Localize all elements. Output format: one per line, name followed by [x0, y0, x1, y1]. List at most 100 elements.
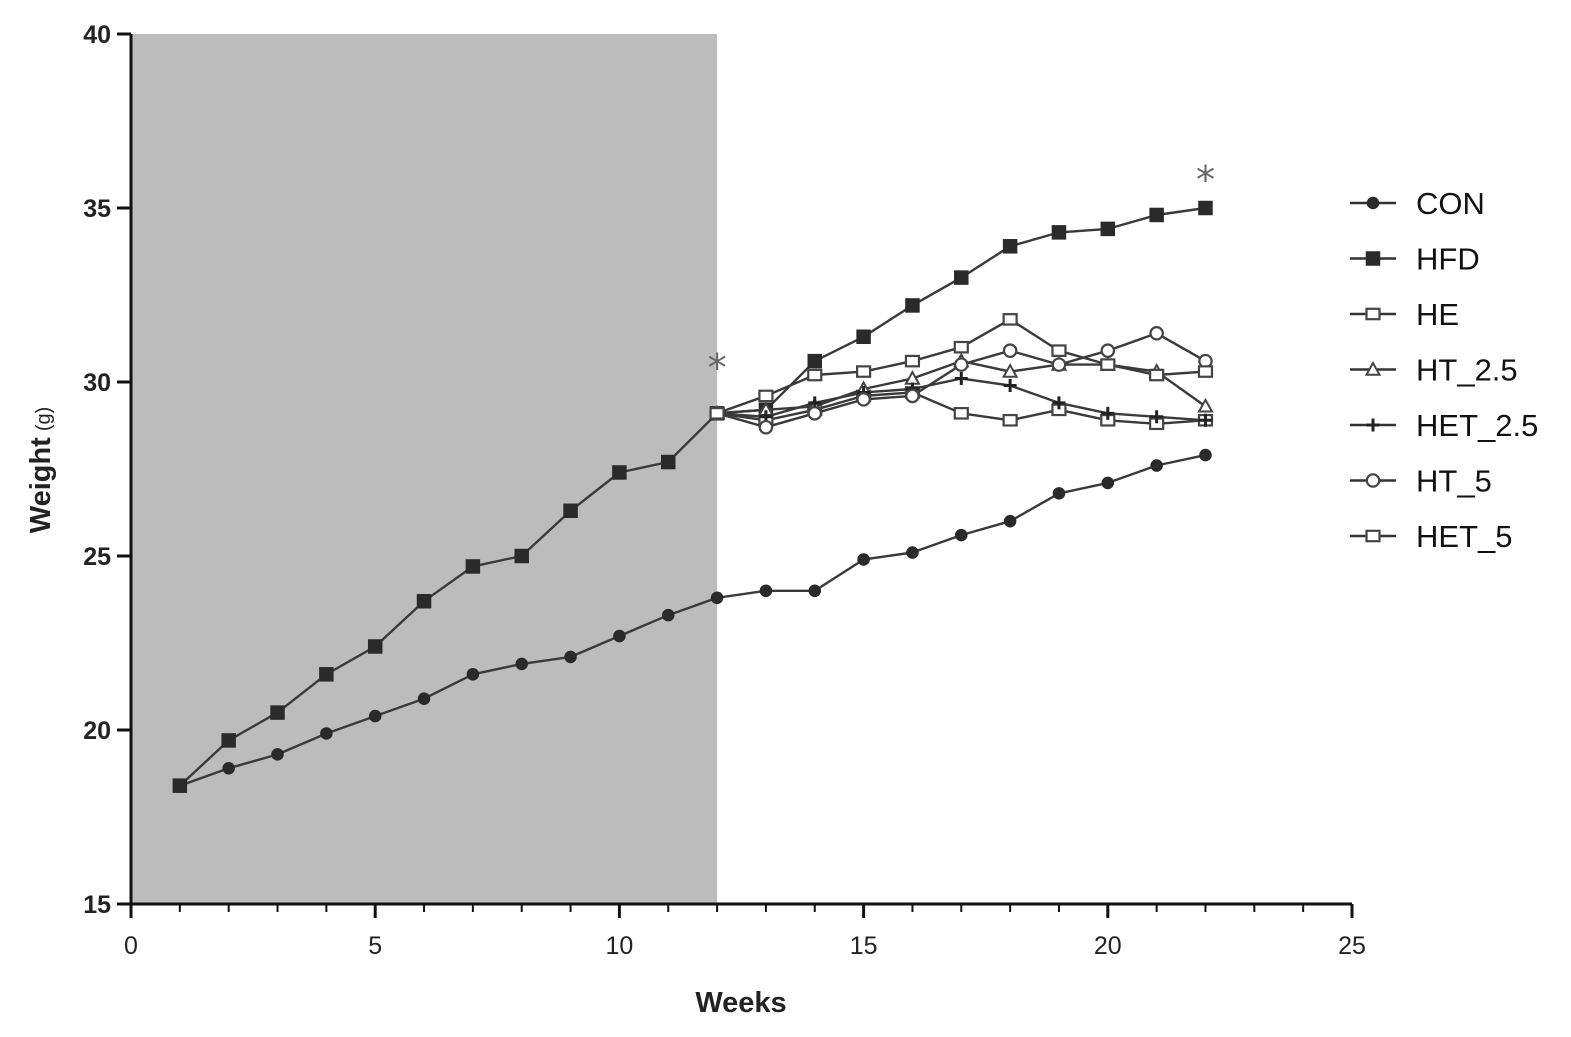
legend-label: CON — [1416, 186, 1485, 221]
data-point-hfd — [1198, 200, 1213, 216]
series-con — [173, 448, 1212, 792]
y-axis-title: Weight (g) — [25, 407, 57, 534]
legend-entry-ht-5: HT_5 — [1350, 464, 1492, 499]
data-point-con — [857, 553, 870, 566]
data-point-hfd — [221, 733, 236, 748]
data-point-hfd — [612, 465, 627, 480]
data-point-het-5 — [1051, 344, 1067, 357]
legend-entry-hfd: HFD — [1350, 242, 1480, 277]
data-point-hfd — [270, 705, 285, 720]
data-point-ht-5 — [905, 388, 920, 404]
x-axis-title: Weeks — [695, 987, 786, 1019]
axes: 0 5 10 15 20 25 15 20 25 30 35 40 — [83, 21, 1366, 960]
y-tick-label: 30 — [83, 369, 111, 397]
data-point-con — [417, 692, 431, 705]
data-point-ht-5 — [1051, 357, 1067, 372]
series-line-con — [179, 453, 1206, 787]
data-point-he — [953, 407, 969, 420]
legend-marker — [1365, 473, 1381, 488]
data-point-het-5 — [1100, 358, 1116, 371]
data-point-con — [808, 584, 822, 598]
legend-label: HE — [1416, 297, 1459, 332]
data-point-hfd — [856, 329, 871, 345]
data-point-ht-5 — [954, 357, 969, 372]
data-point-con — [1199, 448, 1212, 462]
plot-background — [131, 34, 718, 904]
y-axis-title-text: Weight — [25, 437, 57, 533]
x-tick-label: 10 — [605, 932, 633, 960]
data-point-het-2-5 — [1003, 378, 1017, 392]
data-point-hfd — [416, 593, 432, 609]
y-tick-label: 35 — [83, 195, 111, 223]
data-point-hfd — [1100, 221, 1116, 237]
x-tick-label: 5 — [368, 932, 382, 960]
data-point-hfd — [367, 639, 383, 654]
y-tick-label: 20 — [83, 717, 111, 745]
data-point-hfd — [514, 548, 529, 564]
data-point-het-5 — [904, 354, 921, 368]
legend-label: HT_2.5 — [1416, 353, 1518, 388]
data-point-het-2-5 — [954, 372, 968, 386]
data-point-con — [955, 528, 968, 542]
data-point-ht-2-5 — [1001, 363, 1019, 378]
data-point-hfd — [465, 559, 481, 574]
data-point-con — [906, 546, 919, 559]
data-point-con — [1052, 487, 1066, 500]
legend-marker — [1366, 196, 1380, 210]
data-point-con — [1101, 476, 1115, 490]
series-hfd — [172, 200, 1213, 793]
data-point-con — [613, 629, 626, 643]
data-point-het-5 — [709, 407, 725, 420]
legend-entry-ht-2-5: HT_2.5 — [1350, 353, 1518, 388]
legend-marker — [1365, 307, 1381, 321]
data-point-het-2-5 — [1052, 396, 1066, 410]
data-point-con — [466, 668, 480, 681]
data-point-het-2-5 — [1101, 406, 1115, 420]
y-tick-label: 15 — [83, 891, 111, 919]
data-point-hfd — [660, 454, 676, 470]
legend-entry-con: CON — [1350, 186, 1485, 221]
y-tick-label: 25 — [83, 543, 111, 571]
data-point-con — [1003, 514, 1017, 528]
data-point-con — [320, 727, 333, 740]
legend-entry-het-5: HET_5 — [1350, 519, 1512, 554]
legend-marker — [1365, 251, 1381, 266]
data-point-ht-5 — [1002, 343, 1018, 358]
data-point-ht-5 — [856, 392, 871, 407]
data-point-hfd — [905, 298, 920, 313]
shaded-region — [131, 34, 718, 904]
annotation-layer: ** — [708, 158, 1215, 390]
legend-entry-he: HE — [1350, 297, 1459, 332]
legend-marker — [1365, 529, 1381, 543]
y-tick-label: 40 — [83, 21, 111, 49]
series-layer — [172, 200, 1214, 793]
x-tick-label: 15 — [850, 932, 878, 960]
x-tick-label: 0 — [124, 932, 138, 960]
series-het-5 — [709, 313, 1214, 420]
significance-annotation: * — [1196, 158, 1215, 202]
data-point-hfd — [319, 667, 334, 682]
data-point-con — [368, 709, 382, 723]
data-point-hfd — [1149, 207, 1164, 223]
data-point-con — [222, 762, 235, 775]
data-point-he — [1002, 413, 1018, 427]
data-point-hfd — [1051, 225, 1067, 240]
data-point-het-5 — [1197, 365, 1214, 378]
data-point-ht-5 — [807, 406, 823, 421]
data-point-ht-5 — [758, 419, 774, 435]
data-point-het-5 — [953, 340, 969, 354]
data-point-het-5 — [807, 368, 823, 382]
data-point-ht-5 — [1149, 326, 1164, 341]
data-point-ht-2-5 — [1197, 397, 1214, 413]
data-point-con — [710, 591, 724, 605]
data-point-ht-5 — [1100, 343, 1116, 358]
data-point-hfd — [954, 270, 969, 285]
data-point-con — [661, 608, 675, 622]
data-point-het-2-5 — [1150, 410, 1164, 424]
legend-marker — [1366, 418, 1380, 432]
legend-entry-het-2-5: HET_2.5 — [1350, 408, 1538, 443]
data-point-con — [759, 584, 773, 598]
x-tick-label: 25 — [1338, 932, 1366, 960]
data-point-het-2-5 — [1198, 413, 1212, 427]
series-ht-5 — [709, 326, 1213, 435]
